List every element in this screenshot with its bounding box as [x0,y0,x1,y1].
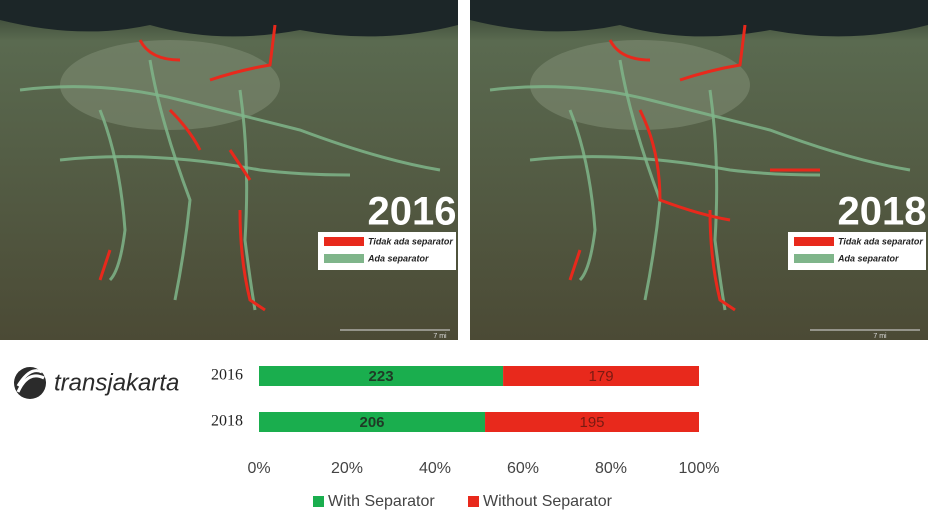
logo-text: transjakarta [54,369,179,396]
legend-label: With Separator [328,493,435,510]
y-tick-label: 2016 [211,367,243,384]
map-year: 2018 [838,190,927,234]
legend-swatch [324,254,364,263]
legend-text: Ada separator [367,253,429,263]
x-tick-label: 0% [247,460,270,477]
value-label: 206 [360,414,385,431]
legend-swatch [794,237,834,246]
legend-swatch [468,496,479,507]
x-tick-label: 80% [595,460,627,477]
map-2018: 2018 Tidak ada separator Ada separator 7… [468,0,930,342]
bar-segment [259,366,504,386]
legend-text: Tidak ada separator [838,236,923,246]
legend-swatch [313,496,324,507]
x-tick-label: 60% [507,460,539,477]
x-tick-label: 100% [679,460,720,477]
value-label: 195 [580,414,605,431]
map-scale: 7 mi [433,333,447,340]
legend-swatch [794,254,834,263]
map-2016: 2016 Tidak ada separator Ada separator 7… [0,0,460,342]
value-label: 223 [369,368,394,385]
legend-label: Without Separator [483,493,613,510]
y-tick-label: 2018 [211,413,243,430]
legend-text: Ada separator [837,253,899,263]
value-label: 179 [589,368,614,385]
map-scale: 7 mi [873,333,887,340]
bar-segment [485,412,699,432]
legend-swatch [324,237,364,246]
bar-segment [259,412,486,432]
logo: transjakarta [14,367,179,399]
map-year: 2016 [368,190,457,234]
legend-text: Tidak ada separator [368,236,453,246]
x-tick-label: 40% [419,460,451,477]
x-tick-label: 20% [331,460,363,477]
bar-segment [503,366,699,386]
